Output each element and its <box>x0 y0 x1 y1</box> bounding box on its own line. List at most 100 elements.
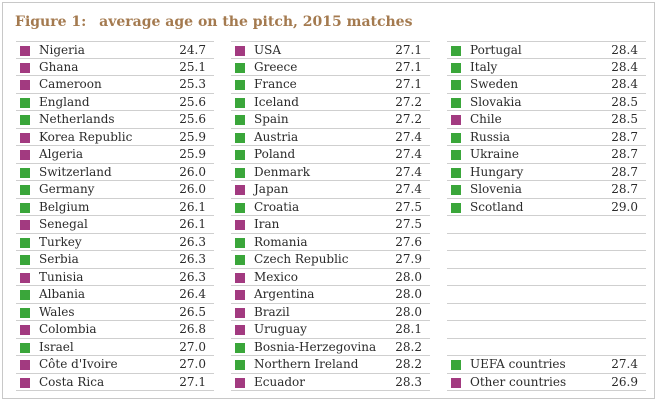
figure-title: Figure 1: average age on the pitch, 2015… <box>15 14 412 30</box>
country-row: Russia 28.7 <box>447 129 646 146</box>
country-name: Colombia <box>39 322 97 336</box>
uefa-marker-icon <box>235 150 245 160</box>
average-age: 29.0 <box>611 199 638 214</box>
country-row: Algeria 25.9 <box>16 146 214 164</box>
country-name: UEFA countries <box>470 357 566 371</box>
average-age: 28.4 <box>611 77 638 91</box>
country-row: Brazil 28.0 <box>231 304 430 321</box>
country-row: Costa Rica 27.1 <box>16 374 214 391</box>
uefa-marker-icon <box>20 167 30 178</box>
country-row: Other countries 26.9 <box>447 374 646 391</box>
other-marker-icon <box>20 46 30 56</box>
country-row: Bosnia-Herzegovina 28.2 <box>231 339 430 356</box>
country-name: Korea Republic <box>39 129 133 144</box>
average-age: 28.7 <box>611 147 638 161</box>
country-row: England 25.6 <box>16 94 214 111</box>
average-age: 27.2 <box>395 94 422 109</box>
uefa-marker-icon <box>451 150 461 160</box>
average-age: 28.7 <box>611 164 638 179</box>
average-age: 28.3 <box>395 374 422 389</box>
average-age: 27.1 <box>395 43 422 57</box>
other-marker-icon <box>235 220 245 230</box>
country-name: Netherlands <box>39 112 115 126</box>
country-name: Sweden <box>470 77 519 91</box>
uefa-marker-icon <box>235 62 245 73</box>
country-name: Portugal <box>470 43 522 57</box>
country-row: Belgium 26.1 <box>16 199 214 216</box>
average-age: 28.5 <box>611 94 638 109</box>
country-name: Senegal <box>39 217 88 231</box>
country-name: Slovakia <box>470 94 522 109</box>
average-age: 25.9 <box>179 147 206 161</box>
average-age: 25.1 <box>179 59 206 74</box>
average-age: 27.5 <box>395 217 422 231</box>
empty-row <box>447 251 646 269</box>
uefa-marker-icon <box>20 342 30 353</box>
country-name: USA <box>254 43 281 57</box>
other-marker-icon <box>451 115 461 125</box>
uefa-marker-icon <box>451 62 461 73</box>
other-marker-icon <box>235 377 245 388</box>
uefa-marker-icon <box>235 115 245 125</box>
average-age: 24.7 <box>179 43 206 57</box>
other-marker-icon <box>451 377 461 388</box>
average-age: 27.5 <box>395 199 422 214</box>
average-age: 28.2 <box>395 357 422 371</box>
other-marker-icon <box>235 325 245 335</box>
country-name: Wales <box>39 304 75 319</box>
country-row: Croatia 27.5 <box>231 199 430 216</box>
average-age: 26.9 <box>611 374 638 389</box>
country-name: Uruguay <box>254 322 307 336</box>
country-name: Germany <box>39 182 95 196</box>
country-name: Romania <box>254 234 308 249</box>
country-row: Korea Republic 25.9 <box>16 129 214 146</box>
uefa-marker-icon <box>451 80 461 90</box>
country-name: Israel <box>39 339 74 354</box>
average-age: 27.9 <box>395 252 422 266</box>
country-name: Costa Rica <box>39 374 105 389</box>
country-row: Turkey 26.3 <box>16 234 214 251</box>
average-age: 27.2 <box>395 112 422 126</box>
country-name: Tunisia <box>39 269 84 284</box>
empty-row <box>447 269 646 286</box>
country-row: Greece 27.1 <box>231 59 430 76</box>
country-name: France <box>254 77 297 91</box>
other-marker-icon <box>20 272 30 283</box>
uefa-marker-icon <box>20 237 30 248</box>
other-marker-icon <box>20 360 30 370</box>
country-name: Brazil <box>254 304 290 319</box>
uefa-marker-icon <box>235 80 245 90</box>
average-age: 25.6 <box>179 94 206 109</box>
average-age: 28.4 <box>611 59 638 74</box>
other-marker-icon <box>235 46 245 56</box>
country-row: Sweden 28.4 <box>447 76 646 94</box>
average-age: 25.9 <box>179 129 206 144</box>
uefa-marker-icon <box>20 255 30 265</box>
other-marker-icon <box>20 220 30 230</box>
country-row: Iceland 27.2 <box>231 94 430 111</box>
country-row: Mexico 28.0 <box>231 269 430 286</box>
country-name: Belgium <box>39 199 90 214</box>
average-age: 26.0 <box>179 164 206 179</box>
country-name: Japan <box>254 182 289 196</box>
country-row: Uruguay 28.1 <box>231 321 430 339</box>
country-row: USA 27.1 <box>231 41 430 59</box>
country-name: Czech Republic <box>254 252 349 266</box>
country-row: Spain 27.2 <box>231 111 430 129</box>
average-age: 26.1 <box>179 217 206 231</box>
average-age: 26.3 <box>179 234 206 249</box>
average-age: 26.0 <box>179 182 206 196</box>
average-age: 27.4 <box>395 164 422 179</box>
country-row: Serbia 26.3 <box>16 251 214 269</box>
country-name: Ukraine <box>470 147 519 161</box>
empty-row <box>447 339 646 356</box>
country-name: Northern Ireland <box>254 357 359 371</box>
average-age: 26.3 <box>179 269 206 284</box>
country-name: Nigeria <box>39 43 85 57</box>
empty-row <box>447 286 646 304</box>
country-row: Israel 27.0 <box>16 339 214 356</box>
age-column-1: Nigeria 24.7 Ghana 25.1 Cameroon 25.3 England 2… <box>16 41 214 391</box>
empty-row <box>447 234 646 251</box>
uefa-marker-icon <box>20 115 30 125</box>
average-age: 27.4 <box>395 129 422 144</box>
